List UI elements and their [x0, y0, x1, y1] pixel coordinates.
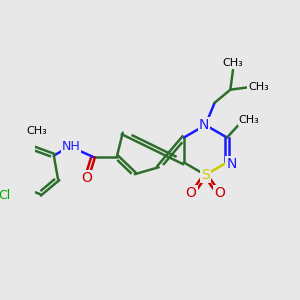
Text: O: O [81, 171, 92, 185]
Text: CH₃: CH₃ [238, 116, 259, 125]
Text: O: O [186, 186, 196, 200]
Text: N: N [226, 157, 237, 171]
Text: Cl: Cl [0, 189, 11, 202]
Text: S: S [201, 168, 210, 182]
Text: CH₃: CH₃ [223, 58, 243, 68]
Text: O: O [214, 186, 225, 200]
Text: N: N [199, 118, 209, 132]
Text: NH: NH [61, 140, 80, 153]
Text: CH₃: CH₃ [26, 126, 47, 136]
Text: CH₃: CH₃ [248, 82, 269, 92]
